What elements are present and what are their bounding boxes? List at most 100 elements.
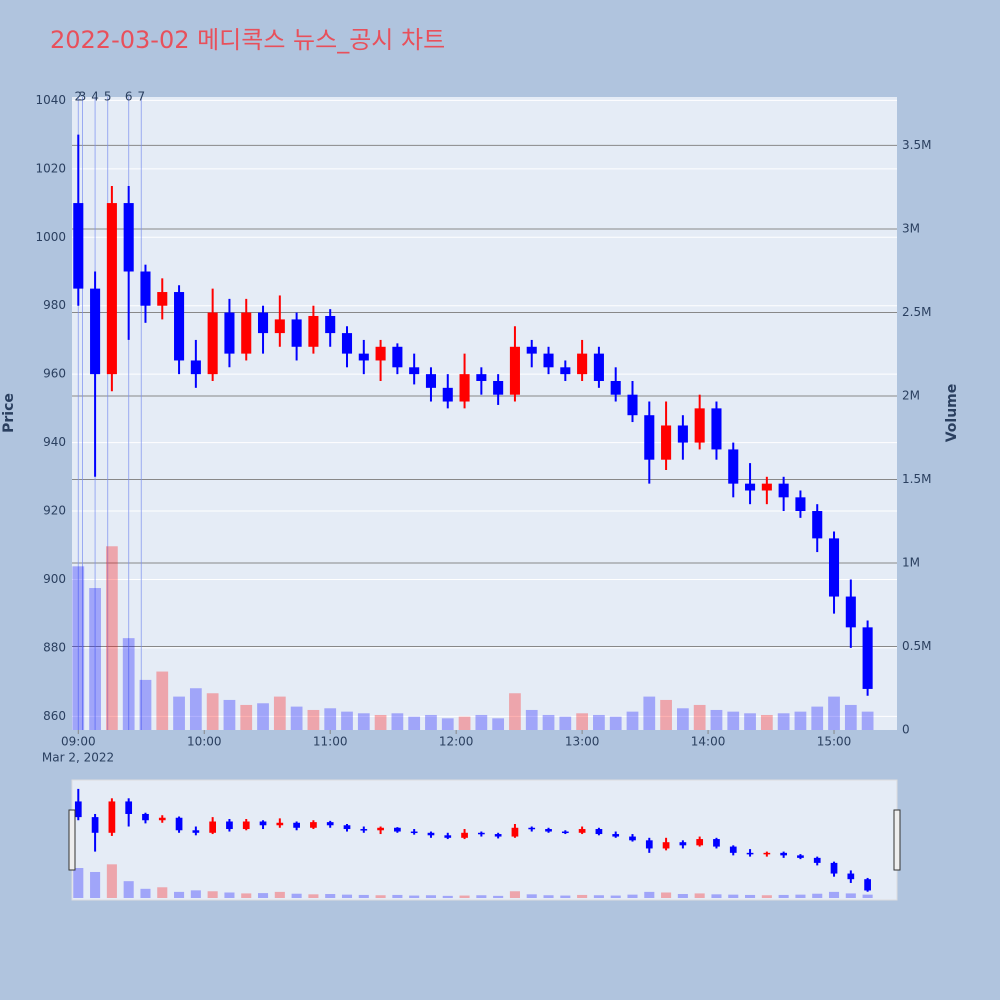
volume-bar [290,706,303,730]
candle-body [108,801,116,833]
volume-bar [492,718,505,730]
volume-bar [560,895,571,898]
volume-bar [828,891,840,898]
candle-body [545,829,552,832]
volume-bar [174,891,185,898]
candle-body [812,511,823,539]
y-tick-label: 1020 [35,161,66,175]
candle-body [394,827,401,832]
volume-bar [761,895,772,898]
candle-body [74,801,82,818]
volume-bar [257,703,269,730]
candle-body [662,842,670,849]
volume-bar [677,894,688,898]
news-label: 4 [91,90,99,104]
volume-bar [626,711,639,730]
volume-bar [476,895,487,898]
candle-body [644,415,655,460]
volume-bar [156,671,169,730]
candle-body [696,839,704,846]
candle-body [174,292,185,361]
candle-body [409,367,420,375]
candle-body [125,801,133,814]
volume-bar [577,894,588,898]
chart-title: 2022-03-02 메디콕스 뉴스_공시 차트 [50,26,445,54]
candle-body [847,873,855,880]
range-handle[interactable] [893,809,901,871]
candle-body [780,852,787,856]
candle-body [713,839,720,847]
volume-bar [224,892,235,898]
candle-body [274,319,285,334]
y-tick-label: 1040 [35,93,66,107]
x-tick-label: 10:00 [187,735,222,749]
candle-body [157,292,168,306]
candle-body [310,822,317,828]
volume-bar [475,714,488,730]
candle-body [661,425,672,460]
volume-bar [593,895,604,898]
volume-bar [509,693,521,730]
candle-body [175,817,183,831]
volume-bar [206,693,219,730]
candle-body [528,827,536,830]
volume-bar [73,868,84,898]
volume-bar [123,881,134,898]
volume-bar [90,871,101,898]
y2-tick-label: 2M [902,388,920,402]
volume-bar [694,893,705,898]
volume-bar [778,894,789,898]
volume-bar [576,713,588,730]
candle-body [509,346,520,395]
volume-bar [828,696,840,730]
volume-bar [745,894,756,898]
volume-bar [777,713,790,730]
volume-bar [106,546,118,730]
candle-body [828,538,840,597]
candle-body [377,827,384,831]
candle-body [745,483,756,491]
volume-bar [140,888,151,898]
candle-body [763,852,771,855]
candle-body [224,312,235,354]
candle-body [123,203,134,272]
volume-bar [493,895,504,898]
candle-body [612,834,620,837]
candle-body [677,425,688,443]
volume-bar [341,894,353,898]
candle-body [461,832,468,838]
candle-body [91,817,99,833]
candle-body [444,835,452,838]
range-slider[interactable] [71,779,898,901]
x-tick-label: 11:00 [313,735,348,749]
volume-bar [643,696,656,730]
volume-bar [139,679,152,730]
x-tick-label: 12:00 [439,735,474,749]
candle-body [192,830,200,833]
volume-bar [223,699,236,730]
range-handle[interactable] [68,809,76,871]
volume-bar [661,892,672,898]
candle-body [73,203,84,289]
y2-tick-label: 2.5M [902,305,931,319]
y-tick-label: 920 [43,504,66,518]
volume-bar [525,709,538,730]
volume-bar [374,714,387,730]
candle-body [158,817,166,821]
candle-body [427,832,435,836]
volume-bar [795,894,806,898]
y2-tick-label: 3.5M [902,138,931,152]
volume-bar [274,891,285,898]
plot-area [72,97,897,730]
volume-bar [459,895,470,898]
candle-body [442,387,453,402]
volume-bar [442,895,453,898]
y-tick-label: 900 [43,572,66,586]
volume-bar [325,894,336,898]
candle-body [845,596,856,628]
y-tick-label: 1000 [35,230,66,244]
candle-body [242,821,250,830]
volume-bar [341,711,353,730]
